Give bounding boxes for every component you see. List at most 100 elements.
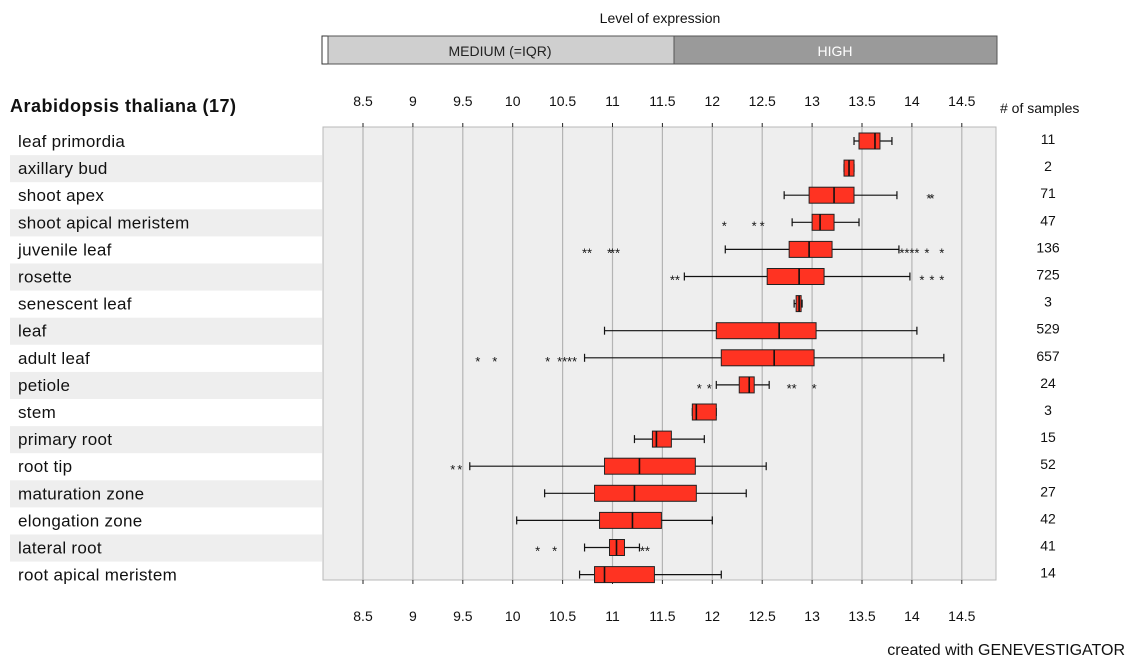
x-tick-label-top: 14.5 [948,93,975,109]
x-tick-label-bottom: 9 [409,608,417,624]
outlier-point: * [450,462,455,477]
outlier-point: * [457,462,462,477]
sample-count: 42 [1040,510,1056,526]
sample-count: 3 [1044,402,1052,418]
row-label: juvenile leaf [17,240,112,259]
outlier-point: * [545,354,550,369]
row-label: root apical meristem [18,566,177,585]
samples-column-header: # of samples [1000,100,1079,116]
row-band [10,426,322,454]
outlier-point: * [582,245,587,260]
sample-count: 657 [1036,348,1060,364]
row-band [10,209,322,237]
row-leaf-primordia: leaf primordia 11 [18,131,1055,151]
sample-count: 71 [1040,185,1056,201]
sample-count: 3 [1044,294,1052,310]
x-tick-label-bottom: 11 [605,608,620,624]
outlier-point: * [722,218,727,233]
iqr-box [691,403,717,421]
iqr-box [604,457,696,475]
iqr-box [594,484,697,502]
x-tick-label-top: 12.5 [749,93,776,109]
x-tick-label-top: 13.5 [848,93,875,109]
row-rosette: rosette 725* * * * * [18,267,1060,288]
x-tick-label-top: 11 [605,93,620,109]
row-label: primary root [18,430,112,449]
footer-credit: created with GENEVESTIGATOR [887,642,1125,658]
row-root-apical-meristem: root apical meristem 14 [18,565,1056,585]
x-tick-label-top: 9 [409,93,417,109]
x-tick-label-top: 13 [804,93,820,109]
iqr-box [811,213,835,231]
x-tick-label-top: 10.5 [549,93,576,109]
outlier-point: * [909,245,914,260]
outlier-point: * [697,381,702,396]
outlier-point: * [615,245,620,260]
x-tick-label-top: 11.5 [649,93,675,109]
outlier-point: * [899,245,904,260]
row-label: shoot apical meristem [18,213,190,232]
outlier-point: * [939,245,944,260]
expression-bar-medium-segment [327,35,675,65]
sample-count: 41 [1040,538,1056,554]
row-band [10,371,322,399]
outlier-point: * [707,381,712,396]
x-axis-top: 8.5 9 9.5 10 10.5 11 11.5 12 12.5 13 13.5 14 14.5 [353,93,976,127]
row-band [10,263,322,291]
row-label: lateral root [18,539,102,558]
outlier-point: * [640,544,645,559]
iqr-box [808,186,855,204]
outlier-point: * [610,245,615,260]
outlier-point: * [535,544,540,559]
sample-count: 11 [1041,131,1056,147]
row-label: root tip [18,457,72,476]
row-band [10,155,322,183]
expression-bar-high-segment [673,35,998,65]
outlier-point: * [557,354,562,369]
row-band [10,480,322,508]
x-tick-label-top: 9.5 [453,93,473,109]
outlier-point: * [645,544,650,559]
row-label: stem [18,403,56,422]
sample-count: 24 [1040,375,1056,391]
x-tick-label-top: 10 [505,93,521,109]
iqr-box [594,566,655,584]
iqr-box [738,376,755,394]
outlier-point: * [924,245,929,260]
outlier-point: * [752,218,757,233]
row-root-tip: root tip 52 * * [18,456,1056,477]
x-tick-label-bottom: 9.5 [453,608,473,624]
row-shoot-apical-meristem: shoot apical meristem 47* * * [18,212,1056,233]
outlier-point: * [670,273,675,288]
outlier-point: * [567,354,572,369]
expression-bar-low-segment [321,35,329,65]
row-adult-leaf: adult leaf 657* * * * * * * [18,348,1060,369]
sample-count: 725 [1036,267,1060,283]
row-label: maturation zone [18,484,144,503]
outlier-point: * [562,354,567,369]
plot-area [322,126,997,581]
outlier-point: * [919,273,924,288]
row-label: leaf primordia [18,132,125,151]
iqr-box [788,240,833,258]
expression-level-bar: Level of expression MEDIUM (=IQR) HIGH [321,10,998,65]
sample-count: 136 [1036,239,1060,255]
outlier-point: * [939,273,944,288]
expression-bar-medium-label: MEDIUM (=IQR) [448,43,551,59]
iqr-box [720,349,815,367]
sample-count: 15 [1040,429,1056,445]
outlier-point: * [552,544,557,559]
outlier-point: * [492,354,497,369]
outlier-point: * [904,245,909,260]
outlier-point: * [787,381,792,396]
row-label: axillary bud [18,159,108,178]
x-tick-label-bottom: 8.5 [353,608,373,624]
row-label: senescent leaf [18,295,132,314]
outlier-point: * [914,245,919,260]
row-leaf: leaf 529 [18,321,1060,341]
sample-count: 27 [1040,483,1056,499]
outlier-point: * [792,381,797,396]
boxplot-rows: leaf primordia 11 axillary bud 2 shoot apex 7… [17,131,1060,585]
